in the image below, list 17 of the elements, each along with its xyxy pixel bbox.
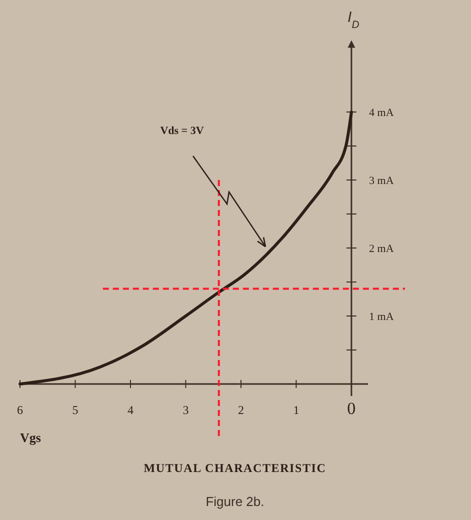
x-tick-label: 2 xyxy=(238,403,244,417)
x-tick-label: 0 xyxy=(347,399,356,418)
x-tick-label: 4 xyxy=(127,403,134,417)
annotation: Vds = 3V xyxy=(160,125,204,137)
y-tick-label: 2 mA xyxy=(369,243,394,255)
x-tick-label: 1 xyxy=(293,403,300,417)
text: MUTUAL CHARACTERISTIC xyxy=(144,461,326,475)
y-tick-label: 3 mA xyxy=(369,175,394,187)
x-tick-label: 6 xyxy=(17,403,23,417)
y-tick-label: 1 mA xyxy=(369,311,394,323)
y-axis-title: I$_{D}$ xyxy=(348,9,360,31)
x-tick-label: 3 xyxy=(182,403,189,417)
x-axis-title: Vgs xyxy=(20,430,41,445)
line-series xyxy=(18,110,353,386)
x-tick-label: 5 xyxy=(72,403,78,417)
caption: Figure 2b. xyxy=(206,494,264,509)
y-tick-label: 4 mA xyxy=(369,107,394,119)
